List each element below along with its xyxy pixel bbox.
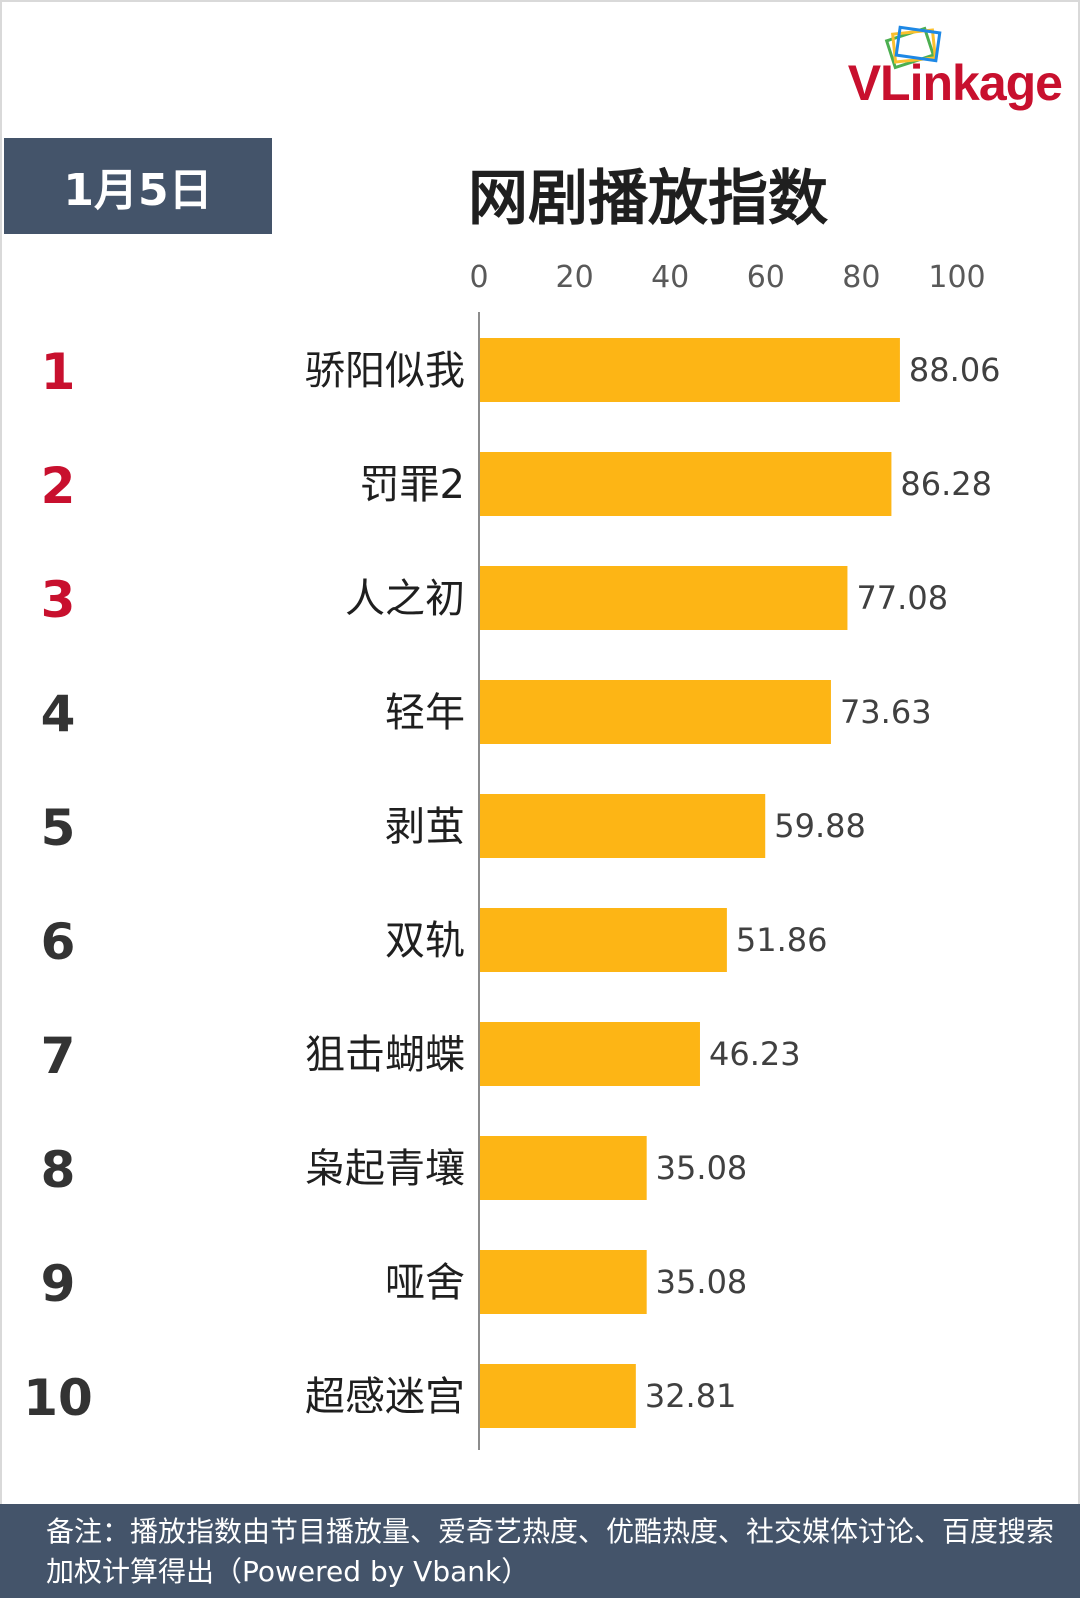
data-label: 77.08 (856, 579, 948, 617)
x-tick-label: 40 (651, 260, 689, 295)
data-label: 32.81 (645, 1377, 737, 1415)
rank-number: 6 (41, 913, 76, 971)
rank-number: 3 (41, 571, 76, 629)
rank-number: 10 (23, 1369, 93, 1427)
category-label: 狙击蝴蝶 (305, 1032, 465, 1078)
x-tick-label: 80 (842, 260, 880, 295)
date-label: 1月5日 (4, 138, 272, 234)
data-label: 73.63 (840, 693, 932, 731)
data-label: 46.23 (709, 1035, 801, 1073)
bar (480, 566, 848, 630)
bar (480, 1250, 647, 1314)
data-label: 35.08 (656, 1263, 748, 1301)
category-label: 轻年 (385, 690, 465, 736)
bar-chart: 0 20 40 60 80 100 1 骄阳似我 88.06 2 罚罪2 86.28 3 人之初 77.08… (23, 260, 1001, 1450)
category-label: 骄阳似我 (305, 348, 465, 394)
data-label: 51.86 (736, 921, 828, 959)
footnote-text: 备注：播放指数由节目播放量、爱奇艺热度、优酷热度、社交媒体讨论、百度搜索加权计算… (46, 1515, 1055, 1588)
bar (480, 794, 766, 858)
data-label: 59.88 (774, 807, 866, 845)
bar (480, 1364, 636, 1428)
logo-cards-icon (884, 25, 942, 70)
rank-number: 7 (41, 1027, 76, 1085)
bar (480, 338, 900, 402)
category-label: 双轨 (385, 918, 465, 964)
x-tick-label: 100 (928, 260, 985, 295)
rank-number: 8 (41, 1141, 76, 1199)
rank-number: 1 (41, 343, 76, 401)
data-label: 35.08 (656, 1149, 748, 1187)
x-tick-label: 60 (747, 260, 785, 295)
category-label: 超感迷宫 (305, 1374, 465, 1420)
category-label: 人之初 (345, 576, 465, 622)
category-label: 剥茧 (385, 804, 465, 850)
rank-number: 5 (41, 799, 76, 857)
chart-title: 网剧播放指数 (468, 164, 828, 234)
bar (480, 1136, 647, 1200)
data-label: 88.06 (909, 351, 1001, 389)
rank-number: 9 (41, 1255, 76, 1313)
category-label: 枭起青壤 (305, 1146, 465, 1192)
category-label: 罚罪2 (360, 462, 465, 508)
x-tick-label: 0 (469, 260, 488, 295)
logo-text: VLinkage (847, 55, 1063, 111)
bar (480, 1022, 700, 1086)
bar (480, 680, 831, 744)
bar (480, 452, 892, 516)
rank-number: 2 (41, 457, 76, 515)
footnote-bar: 备注：播放指数由节目播放量、爱奇艺热度、优酷热度、社交媒体讨论、百度搜索加权计算… (0, 1504, 1080, 1598)
category-label: 哑舍 (385, 1260, 465, 1306)
vlinkage-logo: VLinkage (812, 20, 1063, 120)
data-label: 86.28 (900, 465, 992, 503)
bar (480, 908, 727, 972)
rank-number: 4 (41, 685, 76, 743)
x-tick-label: 20 (556, 260, 594, 295)
